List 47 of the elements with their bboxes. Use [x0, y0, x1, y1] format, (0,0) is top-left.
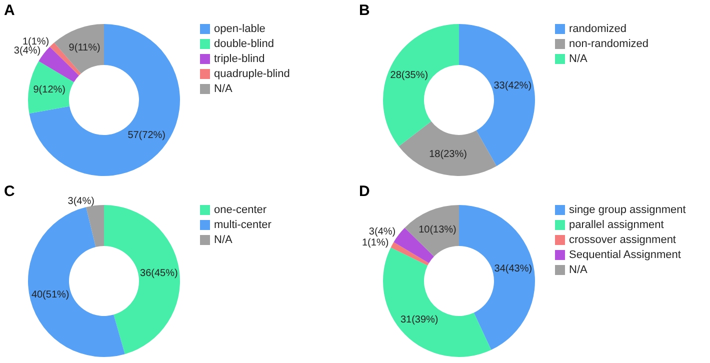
- donut-slice: [459, 205, 535, 350]
- legend-label: open-lable: [214, 23, 266, 35]
- donut-slice: [383, 247, 492, 357]
- legend-label: double-blind: [214, 38, 274, 50]
- data-label: 31(39%): [400, 314, 438, 326]
- legend-label: randomized: [569, 23, 626, 35]
- chart-title: A: [4, 2, 15, 19]
- legend-label: N/A: [569, 264, 588, 276]
- donut-slice: [28, 61, 74, 114]
- legend-label: N/A: [569, 53, 588, 65]
- donut-slice: [404, 205, 459, 256]
- donut-slice: [398, 121, 497, 176]
- data-label: 1(1%): [22, 36, 50, 48]
- legend-label: singe group assignment: [569, 204, 686, 216]
- data-label: 36(45%): [140, 268, 178, 279]
- data-label: 34(43%): [494, 263, 532, 274]
- data-label: 28(35%): [390, 70, 428, 81]
- legend-label: quadruple-blind: [214, 68, 290, 80]
- data-label: 10(13%): [418, 224, 456, 236]
- data-label: 3(4%): [368, 226, 396, 238]
- legend-label: N/A: [214, 234, 232, 246]
- data-label: 33(42%): [494, 80, 532, 92]
- data-label: 1(1%): [362, 237, 389, 248]
- donut-slice: [104, 205, 180, 354]
- chart-title: D: [359, 183, 370, 200]
- legend-label: non-randomized: [569, 38, 648, 50]
- donut-slice: [86, 205, 104, 247]
- donut-slice: [28, 207, 125, 357]
- legend-label: crossover assignment: [569, 234, 676, 246]
- chart-title: C: [4, 183, 15, 200]
- donut-slice: [390, 242, 429, 266]
- data-label: 3(4%): [14, 46, 41, 57]
- data-label: 40(51%): [31, 290, 70, 301]
- data-label: 57(72%): [128, 130, 166, 142]
- data-label: 18(23%): [429, 148, 467, 160]
- legend-label: N/A: [214, 83, 232, 95]
- legend-label: Sequential Assignment: [569, 249, 681, 261]
- legend-label: triple-blind: [214, 53, 265, 65]
- data-label: 3(4%): [68, 196, 94, 208]
- legend-label: multi-center: [214, 219, 272, 231]
- legend-label: one-center: [214, 204, 267, 216]
- donut-slice: [383, 24, 459, 146]
- chart-title: B: [359, 2, 370, 19]
- donut-slice: [54, 24, 104, 74]
- data-label: 9(11%): [68, 42, 100, 54]
- legend-label: parallel assignment: [569, 219, 664, 231]
- data-label: 9(12%): [33, 84, 66, 96]
